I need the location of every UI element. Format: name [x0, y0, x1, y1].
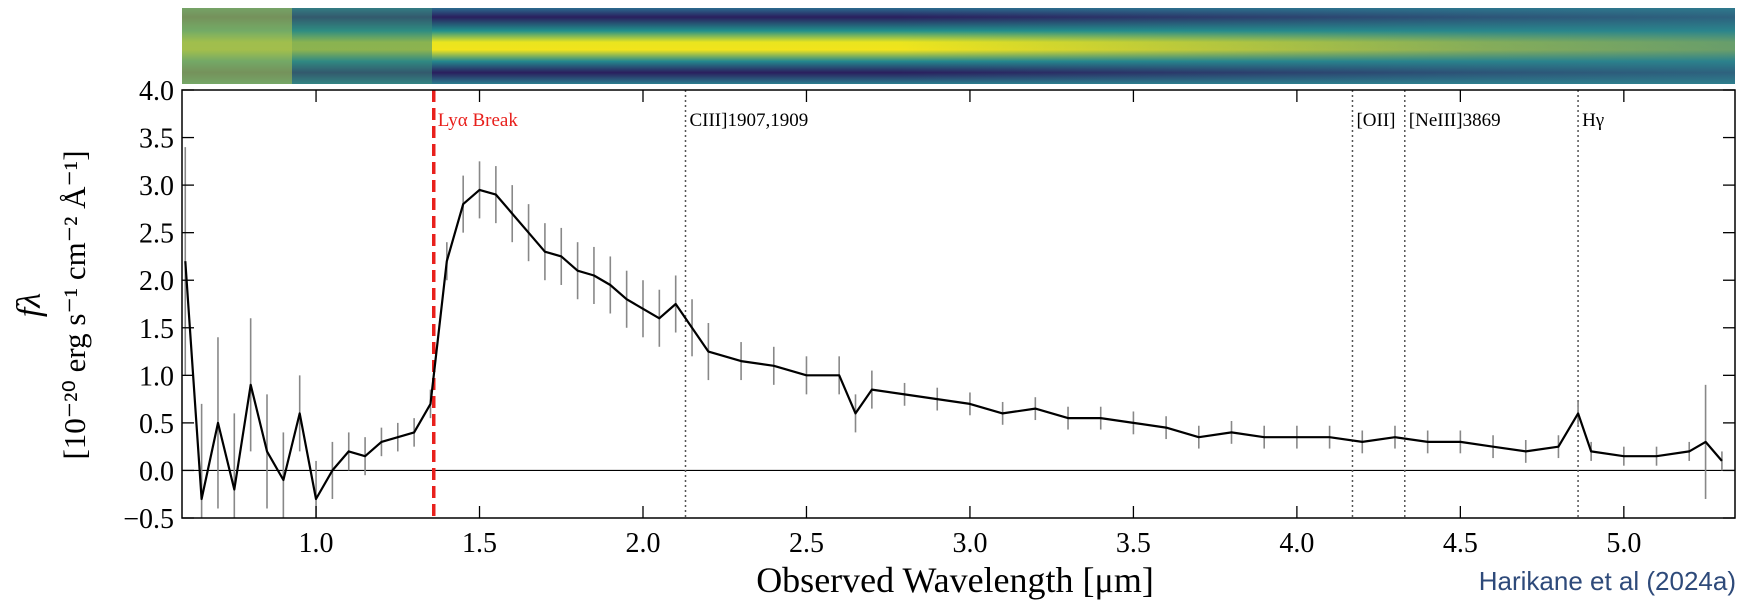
x-tick-label: 2.0 — [625, 528, 660, 559]
spectrum-line — [184, 188, 1723, 501]
spectrum-2d-image — [182, 8, 1735, 84]
credit: Harikane et al (2024a) — [1479, 566, 1736, 596]
x-tick-label: 5.0 — [1606, 528, 1641, 559]
x-tick-label: 4.0 — [1279, 528, 1314, 559]
x-tick-label: 3.0 — [952, 528, 987, 559]
x-axis-label: Observed Wavelength [μm] — [756, 560, 1154, 600]
y-tick-label: 0.5 — [139, 409, 174, 440]
y-tick-label: 2.0 — [139, 266, 174, 297]
y-tick-label: 0.0 — [139, 456, 174, 487]
spectral-line-label: Hγ — [1582, 110, 1604, 131]
x-tick-label: 3.5 — [1116, 528, 1151, 559]
spectral-line-label: [OII] — [1356, 110, 1395, 131]
spectral-line-label: [NeIII]3869 — [1409, 110, 1501, 131]
plot-frame — [181, 89, 1736, 519]
y-axis-symbol: fλ — [11, 293, 48, 317]
y-tick-label: −0.5 — [123, 504, 174, 535]
x-tick-label: 1.0 — [299, 528, 334, 559]
plot-content — [182, 90, 1735, 518]
x-tick-label: 1.5 — [462, 528, 497, 559]
y-tick-label: 1.0 — [139, 361, 174, 392]
spectral-line-label: Lyα Break — [438, 110, 519, 131]
y-tick-label: 3.0 — [139, 171, 174, 202]
y-tick-label: 1.5 — [139, 314, 174, 345]
x-tick-label: 2.5 — [789, 528, 824, 559]
x-tick-label: 4.5 — [1443, 528, 1478, 559]
y-tick-label: 3.5 — [139, 124, 174, 155]
y-tick-label: 2.5 — [139, 219, 174, 250]
y-axis-label: [10⁻²⁰ erg s⁻¹ cm⁻² Å⁻¹] — [57, 150, 92, 459]
spectral-line-label: CIII]1907,1909 — [689, 110, 808, 131]
y-tick-label: 4.0 — [139, 76, 174, 107]
